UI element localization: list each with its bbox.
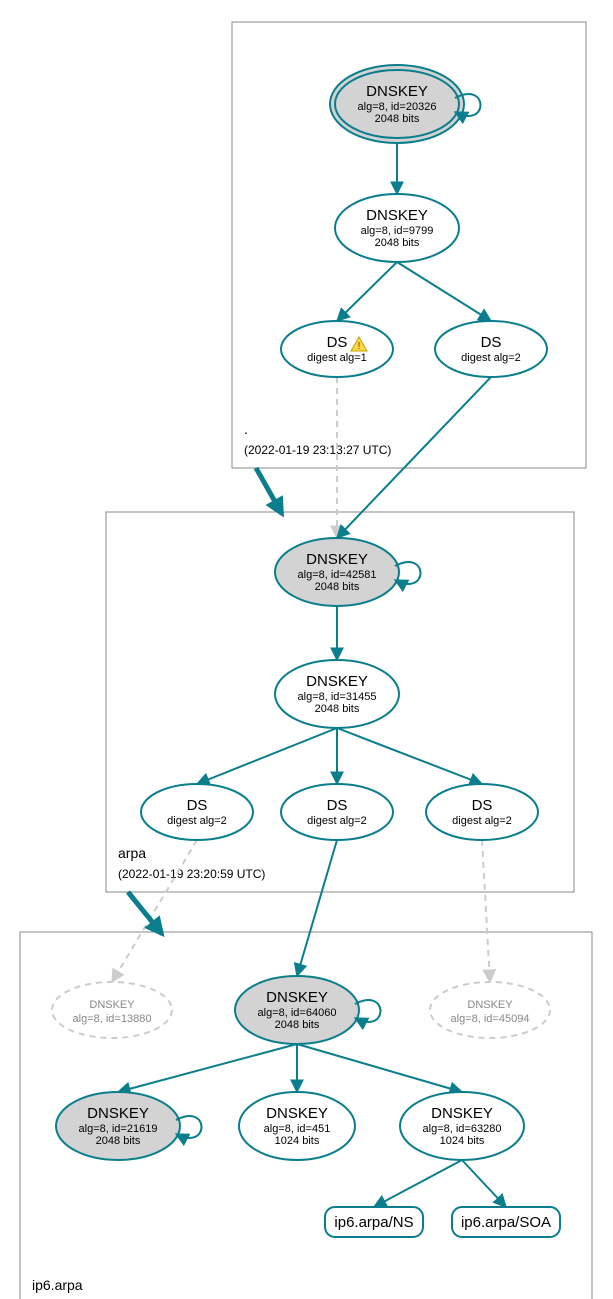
node-sub2: 2048 bits [315, 703, 360, 715]
node-sub2: 2048 bits [96, 1135, 141, 1147]
node-title: DS [481, 334, 502, 351]
node-sub1: alg=8, id=21619 [79, 1123, 158, 1135]
node-sub1: alg=8, id=31455 [298, 691, 377, 703]
node-sub1: alg=8, id=45094 [451, 1013, 530, 1025]
edge [482, 840, 490, 982]
node-title: DNSKEY [266, 989, 328, 1006]
dnssec-graph: . (2022-01-19 23:13:27 UTC) arpa (2022-01-1… [0, 0, 613, 1299]
node-title: DNSKEY [366, 83, 428, 100]
node-dsC: DSdigest alg=2 [426, 784, 538, 840]
node-sub1: digest alg=2 [461, 352, 521, 364]
zone-label: arpa [118, 845, 146, 861]
rr-ns: ip6.arpa/NS [325, 1207, 423, 1237]
node-ds1: DSdigest alg=1! [281, 321, 393, 377]
node-sub1: alg=8, id=13880 [73, 1013, 152, 1025]
edge [337, 262, 397, 321]
node-title: DNSKEY [266, 1105, 328, 1122]
zone-label: ip6.arpa [32, 1277, 83, 1293]
edge [297, 840, 337, 976]
node-k21619: DNSKEYalg=8, id=216192048 bits [56, 1092, 202, 1160]
node-sub1: digest alg=2 [452, 815, 512, 827]
node-sub2: 2048 bits [375, 113, 420, 125]
zone-label: . [244, 421, 248, 437]
zone-entry-arrow [256, 468, 282, 514]
edge [118, 1044, 297, 1092]
node-sub1: alg=8, id=63280 [423, 1123, 502, 1135]
edge [337, 377, 491, 538]
node-title: DS [327, 334, 348, 351]
node-title: DNSKEY [89, 999, 135, 1011]
node-sub1: digest alg=2 [167, 815, 227, 827]
node-title: DNSKEY [431, 1105, 493, 1122]
node-sub1: alg=8, id=9799 [361, 225, 434, 237]
zone-timestamp: (2022-01-19 23:13:27 UTC) [244, 443, 391, 457]
node-k42581: DNSKEYalg=8, id=425812048 bits [275, 538, 421, 606]
node-title: DNSKEY [306, 551, 368, 568]
node-dsB: DSdigest alg=2 [281, 784, 393, 840]
node-dsA: DSdigest alg=2 [141, 784, 253, 840]
node-sub2: 1024 bits [440, 1135, 485, 1147]
node-k45094: DNSKEY alg=8, id=45094 [430, 982, 550, 1038]
node-sub1: alg=8, id=20326 [358, 101, 437, 113]
node-k63280: DNSKEYalg=8, id=632801024 bits [400, 1092, 524, 1160]
node-sub1: alg=8, id=451 [264, 1123, 331, 1135]
edge [297, 1044, 462, 1092]
node-sub1: alg=8, id=64060 [258, 1007, 337, 1019]
edge [374, 1160, 462, 1207]
edge [112, 840, 197, 982]
node-k451: DNSKEYalg=8, id=4511024 bits [239, 1092, 355, 1160]
node-sub2: 2048 bits [375, 237, 420, 249]
node-sub2: 2048 bits [315, 581, 360, 593]
node-k64060: DNSKEYalg=8, id=640602048 bits [235, 976, 381, 1044]
rr-label: ip6.arpa/NS [334, 1214, 413, 1231]
svg-text:!: ! [358, 341, 361, 352]
edge [462, 1160, 506, 1207]
node-title: DNSKEY [366, 207, 428, 224]
node-sub2: 1024 bits [275, 1135, 320, 1147]
zone-timestamp: (2022-01-19 23:20:59 UTC) [118, 867, 265, 881]
node-title: DS [472, 797, 493, 814]
node-title: DNSKEY [87, 1105, 149, 1122]
node-sub1: alg=8, id=42581 [298, 569, 377, 581]
node-title: DS [327, 797, 348, 814]
node-title: DS [187, 797, 208, 814]
edge [337, 728, 482, 784]
node-k20326: DNSKEYalg=8, id=203262048 bits [330, 65, 481, 143]
rr-label: ip6.arpa/SOA [461, 1214, 551, 1231]
node-k31455: DNSKEYalg=8, id=314552048 bits [275, 660, 399, 728]
rr-soa: ip6.arpa/SOA [452, 1207, 560, 1237]
node-k13880: DNSKEY alg=8, id=13880 [52, 982, 172, 1038]
node-sub2: 2048 bits [275, 1019, 320, 1031]
node-sub1: digest alg=1 [307, 352, 367, 364]
edge [197, 728, 337, 784]
node-sub1: digest alg=2 [307, 815, 367, 827]
node-title: DNSKEY [306, 673, 368, 690]
node-ds2: DSdigest alg=2 [435, 321, 547, 377]
node-title: DNSKEY [467, 999, 513, 1011]
node-k9799: DNSKEYalg=8, id=97992048 bits [335, 194, 459, 262]
edge [397, 262, 491, 321]
